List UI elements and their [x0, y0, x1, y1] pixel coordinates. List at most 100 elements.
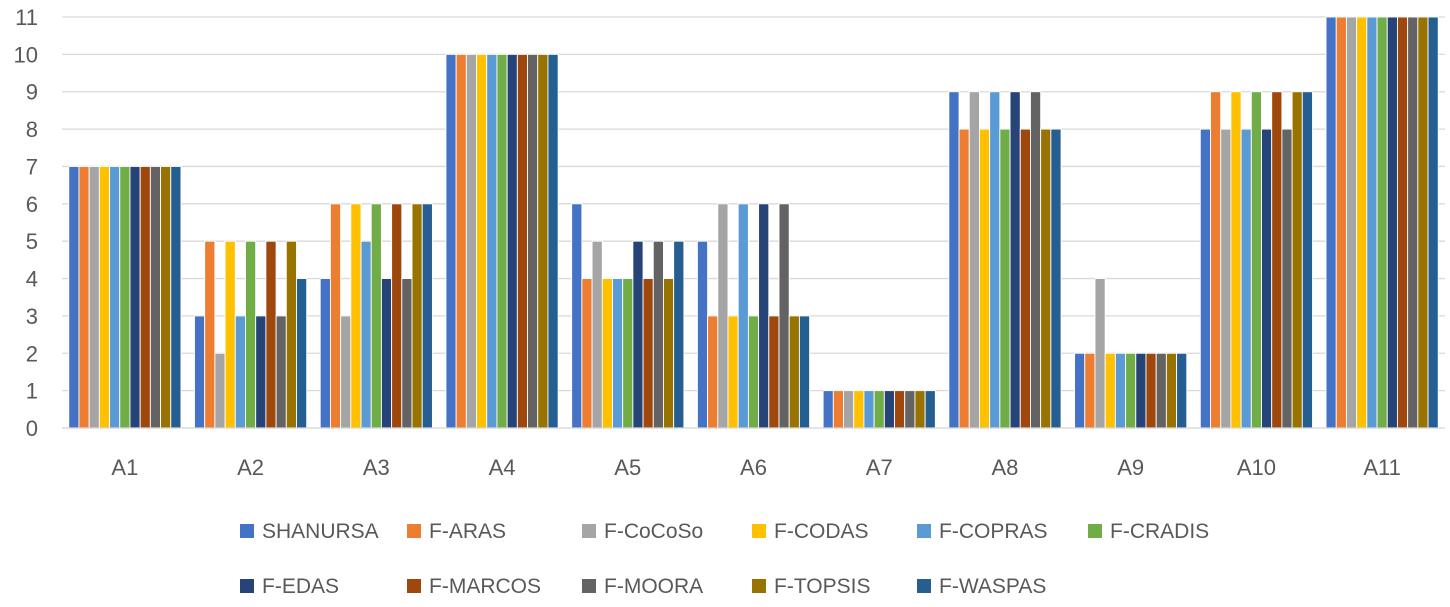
bar-f-codas-a7	[853, 390, 865, 429]
bar-f-cradis-a2	[245, 240, 257, 429]
bar-f-cradis-a1	[119, 166, 131, 429]
x-tick-label: A2	[237, 455, 264, 480]
bar-f-codas-a3	[350, 203, 362, 429]
legend-label: F-COPRAS	[939, 520, 1048, 543]
bar-f-marcos-a1	[139, 166, 151, 429]
bar-f-waspas-a11	[1427, 16, 1439, 429]
bar-f-aras-a6	[707, 315, 719, 429]
bar-f-topsis-a11	[1417, 16, 1429, 429]
legend-swatch	[240, 579, 254, 593]
bar-f-codas-a11	[1356, 16, 1368, 429]
bar-f-copras-a10	[1240, 128, 1252, 429]
bar-f-cocoso-a9	[1094, 278, 1106, 429]
x-tick-label: A11	[1363, 455, 1401, 480]
legend-label: F-EDAS	[262, 575, 339, 598]
y-tick-label: 11	[15, 5, 38, 30]
bar-f-topsis-a1	[160, 166, 172, 429]
bar-f-aras-a3	[329, 203, 342, 429]
bar-shanursa-a9	[1074, 352, 1086, 429]
legend-swatch	[752, 524, 766, 538]
y-tick-label: 6	[26, 192, 38, 217]
bar-shanursa-a4	[445, 53, 457, 429]
bar-f-copras-a2	[234, 315, 246, 429]
bar-f-topsis-a10	[1291, 91, 1303, 429]
bar-f-cocoso-a5	[591, 240, 603, 429]
bar-f-waspas-a3	[421, 203, 433, 429]
bar-f-moora-a11	[1407, 16, 1419, 429]
bar-shanursa-a5	[571, 203, 583, 429]
bar-f-cocoso-a10	[1220, 128, 1232, 429]
bar-shanursa-a1	[68, 166, 80, 429]
bar-f-codas-a9	[1104, 352, 1116, 429]
bar-f-cradis-a8	[999, 128, 1011, 429]
bar-f-topsis-a6	[788, 315, 800, 429]
bar-f-edas-a10	[1261, 128, 1273, 429]
bar-f-codas-a4	[476, 53, 488, 429]
legend-swatch	[917, 579, 931, 593]
bar-f-cocoso-a11	[1345, 16, 1358, 429]
bar-shanursa-a2	[194, 315, 206, 429]
bar-f-aras-a9	[1084, 352, 1096, 429]
bar-f-topsis-a3	[411, 203, 423, 429]
y-tick-label: 4	[26, 267, 38, 292]
legend-label: F-MARCOS	[429, 575, 541, 598]
bar-f-topsis-a5	[663, 278, 675, 429]
bar-f-codas-a6	[727, 315, 739, 429]
bar-f-codas-a1	[98, 166, 111, 429]
bar-f-cocoso-a4	[465, 53, 477, 429]
legend-label: F-CRADIS	[1110, 520, 1209, 543]
bar-f-cradis-a6	[747, 315, 760, 429]
legend-label: F-MOORA	[604, 575, 703, 598]
y-tick-label: 1	[26, 379, 38, 404]
legend-label: F-ARAS	[429, 520, 506, 543]
bar-f-moora-a7	[904, 390, 916, 429]
bar-f-waspas-a5	[673, 240, 685, 429]
bar-f-aras-a8	[958, 128, 970, 429]
legend-swatch	[582, 524, 596, 538]
bar-f-waspas-a7	[924, 390, 936, 429]
bar-f-aras-a7	[832, 390, 844, 429]
bar-f-waspas-a1	[170, 166, 182, 429]
bar-f-copras-a1	[109, 166, 121, 429]
x-tick-label: A3	[363, 455, 390, 480]
bar-shanursa-a8	[948, 91, 960, 429]
bar-f-copras-a7	[863, 390, 875, 429]
bar-f-cradis-a3	[370, 203, 382, 429]
bar-f-waspas-a10	[1301, 91, 1313, 429]
y-tick-label: 10	[14, 42, 38, 67]
bar-f-topsis-a7	[914, 390, 926, 429]
x-tick-label: A7	[866, 455, 893, 480]
bar-f-edas-a5	[632, 240, 644, 429]
bar-f-edas-a9	[1135, 352, 1147, 429]
bar-f-cocoso-a3	[340, 315, 352, 429]
x-tick-label: A8	[991, 455, 1018, 480]
bar-f-marcos-a8	[1019, 128, 1031, 429]
x-tick-label: A6	[740, 455, 767, 480]
bar-f-codas-a5	[601, 278, 613, 429]
bar-f-topsis-a4	[537, 53, 549, 429]
y-tick-label: 7	[26, 154, 38, 179]
x-tick-label: A1	[111, 455, 138, 480]
bar-f-moora-a10	[1281, 128, 1293, 429]
bar-f-copras-a6	[737, 203, 749, 429]
bar-f-waspas-a6	[798, 315, 811, 429]
axes: 0 1 2 3 4 5 6 7 8 9 10 11 A1 A2 A3 A4 A5 A6 A7 A8 A9 A10 A11	[14, 5, 1445, 480]
legend-swatch	[752, 579, 766, 593]
legend-label: SHANURSA	[262, 520, 379, 543]
bar-f-edas-a7	[883, 390, 895, 429]
bar-f-waspas-a4	[547, 53, 559, 429]
y-tick-label: 3	[26, 304, 38, 329]
bar-f-copras-a11	[1366, 16, 1378, 429]
bar-f-copras-a5	[612, 278, 624, 429]
bar-f-marcos-a11	[1396, 16, 1409, 429]
bar-shanursa-a6	[696, 240, 709, 429]
bar-f-moora-a9	[1155, 352, 1167, 429]
bar-f-cocoso-a2	[214, 352, 226, 429]
bar-f-edas-a4	[506, 53, 518, 429]
bar-f-moora-a1	[149, 166, 162, 429]
bar-f-moora-a5	[652, 240, 664, 429]
bar-f-edas-a6	[758, 203, 770, 429]
legend-label: F-WASPAS	[939, 575, 1046, 598]
x-tick-label: A10	[1237, 455, 1276, 480]
